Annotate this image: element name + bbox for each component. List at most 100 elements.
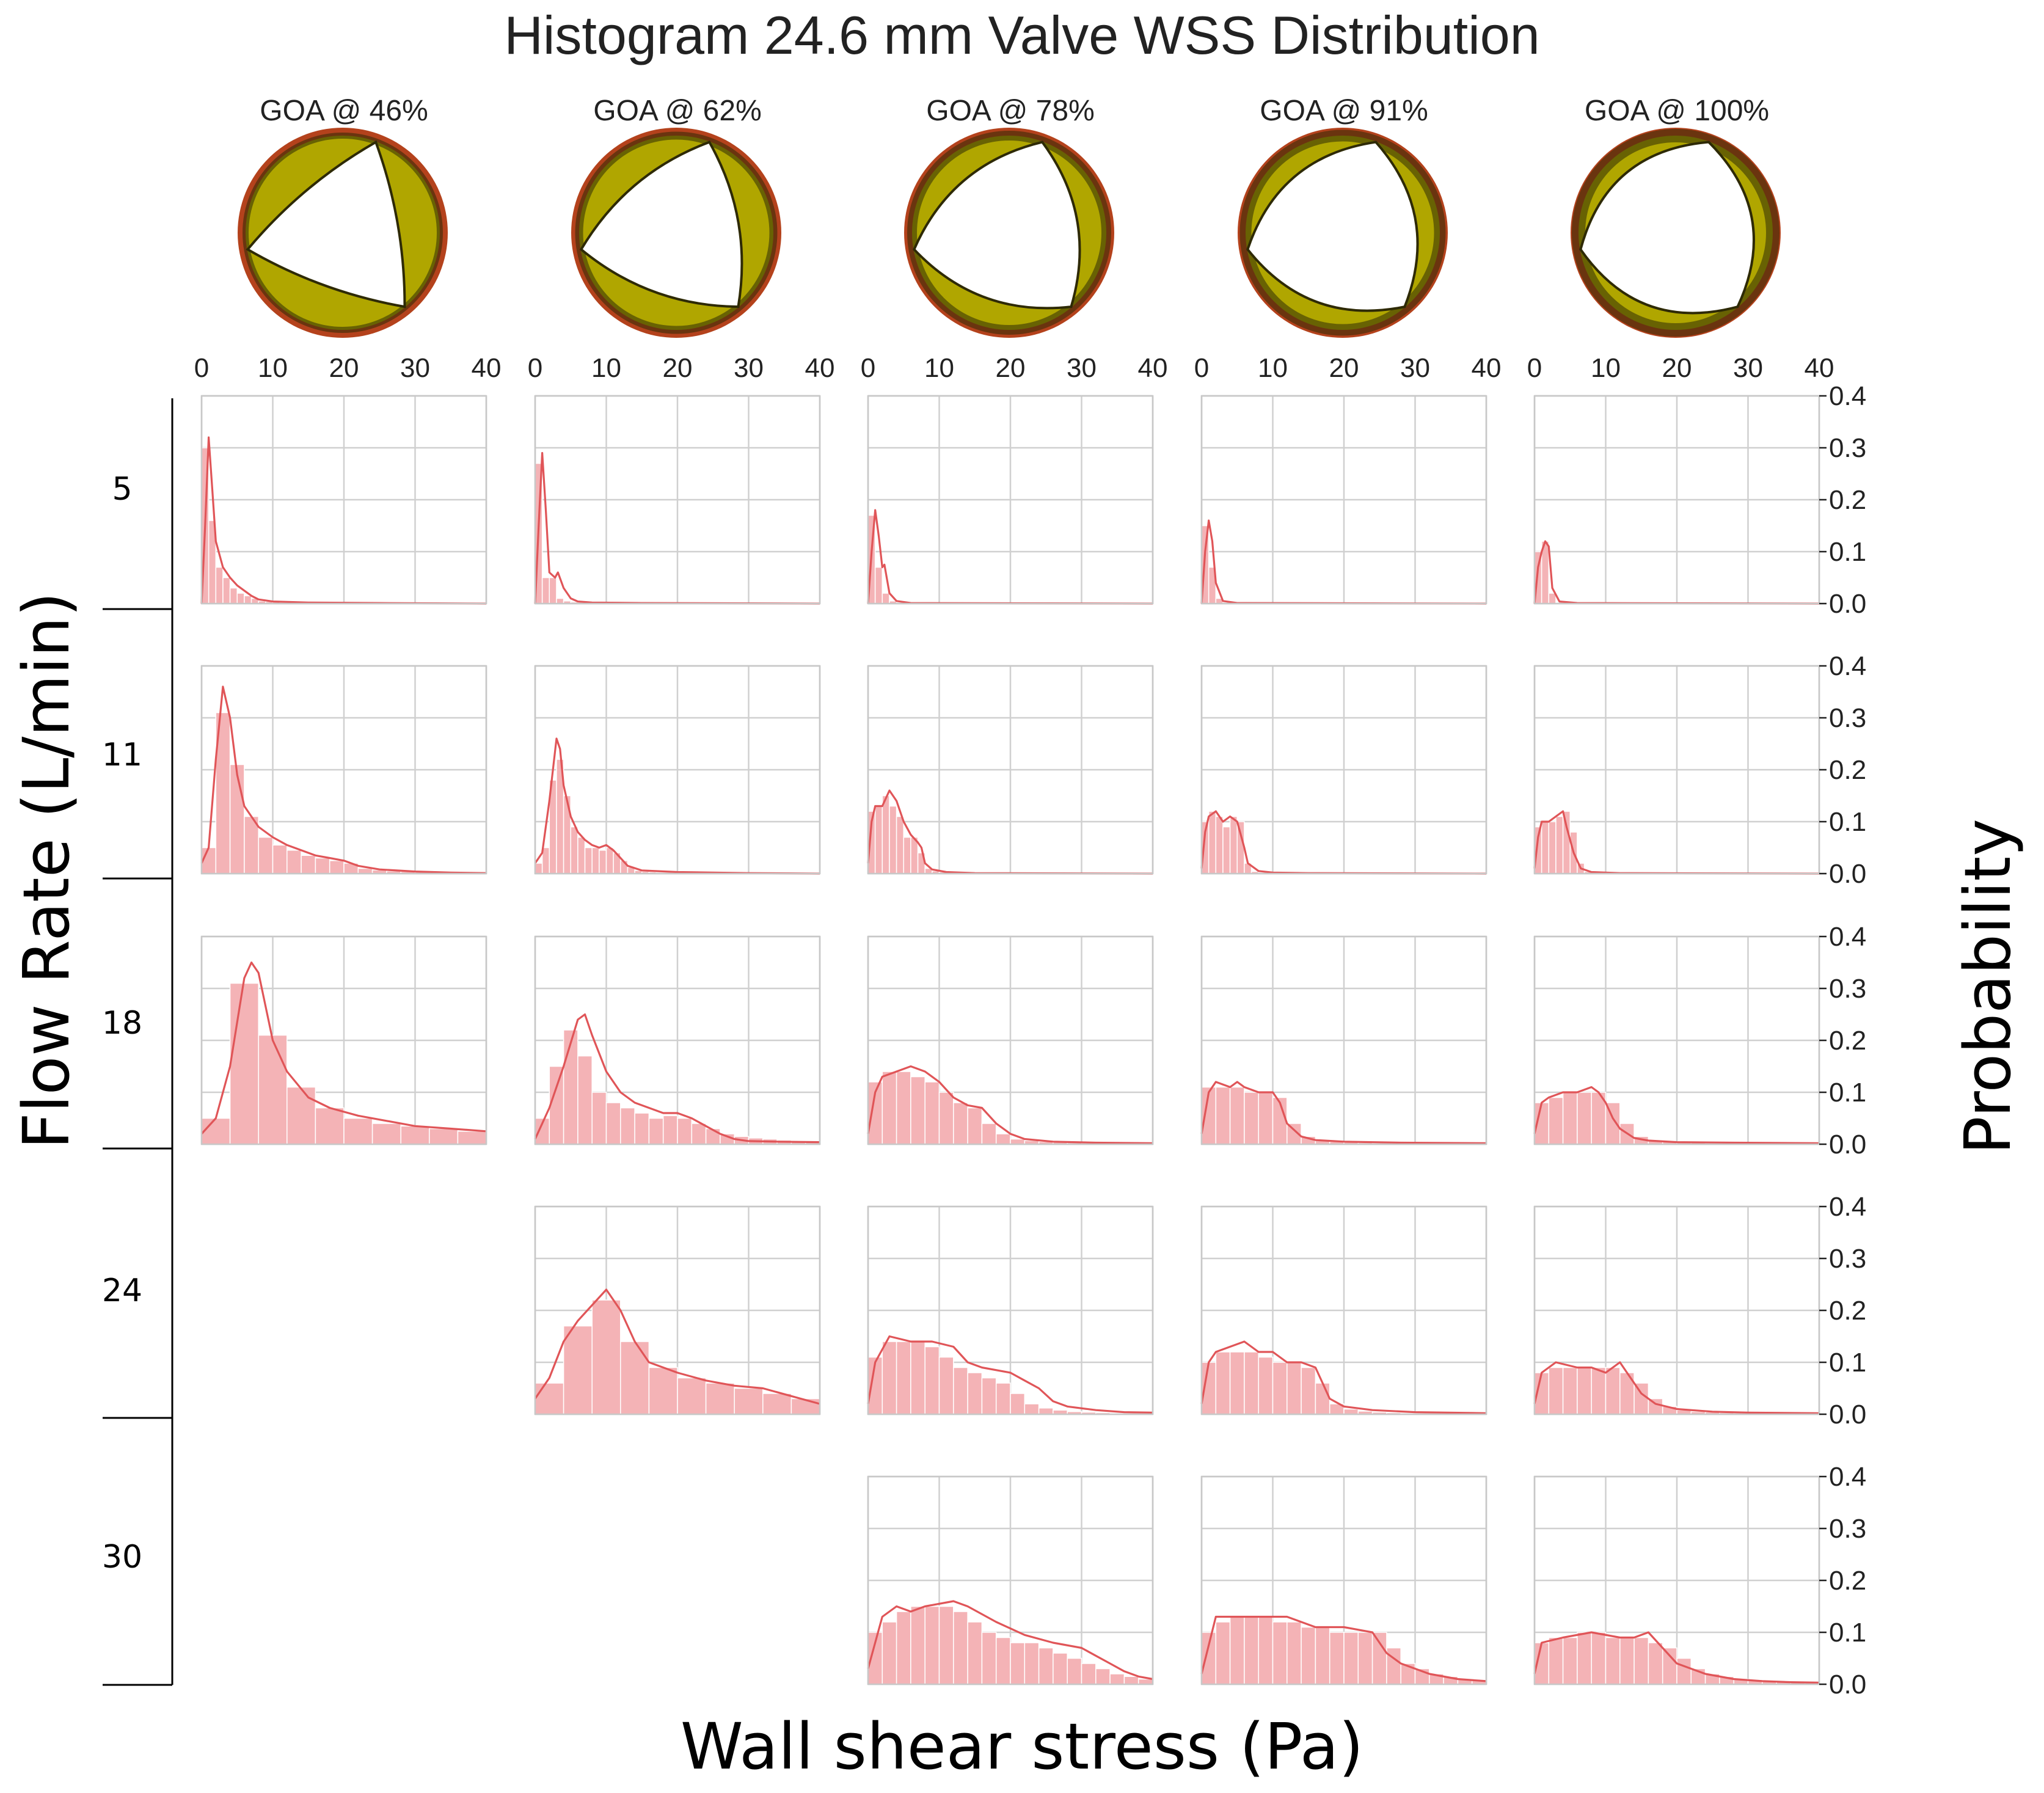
histogram-bar [1010,1393,1026,1415]
histogram-bar [1287,1621,1302,1685]
y-tick-label: 0.1 [1829,807,1866,837]
histogram-bar [549,1065,564,1145]
histogram-bar [549,577,557,604]
histogram-bar [1229,1351,1245,1415]
histogram-bar [1038,1408,1054,1415]
histogram-bar [881,1071,897,1145]
valve-orifice [1579,141,1755,315]
kde-curve [1200,1615,1487,1682]
histogram-bar [924,1081,940,1145]
panel-frame [1200,665,1487,875]
histogram-bar [1215,1351,1231,1415]
kde-curve [534,737,820,875]
y-tick-label: 0.4 [1829,1192,1866,1222]
panel-frame [534,665,821,875]
histogram-bar [1215,1086,1231,1145]
x-tick-label: 10 [1258,353,1288,383]
y-tick-labels: 0.0 0.1 0.2 0.3 0.4 0.0 0.1 0.2 0.3 0.4 0.0 0.1 0.2 0… [1819,381,1866,1700]
histogram-bar [938,1092,954,1145]
valve-shadow [907,131,1111,335]
histogram-bar [1081,1663,1097,1685]
histogram-bar [1208,811,1217,874]
column-title: GOA @ 91% [1260,95,1428,127]
histogram-bar [315,1107,345,1145]
histogram-bar [1301,1367,1316,1415]
panel-frame [534,395,821,605]
kde-curve [534,451,820,605]
panel-frame [1200,1475,1487,1685]
panel-frame [867,665,1154,875]
histogram-bar [903,836,911,874]
panel-frame [867,395,1154,605]
histogram-bar [457,1131,487,1145]
histogram-bar [1357,1632,1373,1685]
histogram-bar [910,1076,925,1145]
histogram-bar [1229,1616,1245,1685]
kde-curve [534,1013,820,1144]
valve-image [571,128,781,338]
y-tick-label: 0.3 [1829,1514,1866,1544]
histogram-bar [1095,1668,1111,1685]
histogram-bar [287,1086,316,1145]
kde-curve [200,436,487,605]
histogram-bar [995,1133,1011,1145]
x-tick-label: 10 [258,353,288,383]
panel-frame [867,935,1154,1145]
panel-frame [534,1205,821,1415]
y-tick-label: 0.0 [1829,1670,1866,1700]
row-label: 11 [102,737,142,773]
histogram-bar [258,1034,288,1145]
histogram-bar [620,1107,635,1145]
histogram-bar [1591,1367,1607,1415]
histogram-bar [1123,1676,1139,1685]
histogram-bar [981,1632,997,1685]
histogram-bar [910,1605,925,1685]
histogram-bar [1562,1092,1578,1145]
y-tick-label: 0.4 [1829,922,1866,952]
y-tick-label: 0.3 [1829,1244,1866,1274]
histogram-bar [953,1611,968,1685]
x-tick-label: 10 [924,353,954,383]
x-tick-label: 20 [1329,353,1359,383]
histogram-bar [981,1123,997,1145]
histogram-bar [599,850,607,874]
histogram-bar [236,593,245,604]
histogram-bar [287,850,302,874]
histogram-bar [1343,1408,1359,1415]
kde-curve [1533,1086,1820,1144]
histogram-bar [429,1128,459,1145]
valve-images [238,128,1781,338]
histogram-panel [1200,665,1487,875]
histogram-bar [357,867,373,874]
x-tick-label: 40 [472,353,502,383]
histogram-bar [1548,1097,1564,1145]
x-tick-label: 20 [996,353,1026,383]
histogram-bar [1315,1626,1330,1685]
column-title: GOA @ 46% [260,95,428,127]
panel-frame [200,665,487,875]
histogram-bar [981,1377,997,1415]
histogram-bar [648,1367,678,1415]
histogram-bar [535,863,543,874]
x-tick-label: 20 [663,353,693,383]
histogram-panel [867,395,1154,605]
histogram-bar [790,1398,820,1415]
histogram-bar [1577,1632,1592,1685]
histogram-bar [1010,1138,1026,1145]
y-tick-label: 0.1 [1829,1078,1866,1108]
histogram-bar [605,847,614,874]
histogram-bar [1038,1647,1054,1685]
histogram-bar [1577,1367,1592,1415]
kde-curve [867,1335,1153,1414]
histogram-bar [1633,1637,1649,1685]
panel-frame [867,1475,1154,1685]
valve-orifice [579,141,743,309]
valve-image [1238,128,1448,338]
histogram-bar [1244,1616,1259,1685]
x-tick-label: 0 [194,353,209,383]
histogram-bar [541,577,550,604]
column-title: GOA @ 100% [1585,95,1769,127]
kde-curve [200,685,487,874]
histogram-bar [1605,1367,1621,1415]
histogram-bar [1258,1356,1274,1415]
